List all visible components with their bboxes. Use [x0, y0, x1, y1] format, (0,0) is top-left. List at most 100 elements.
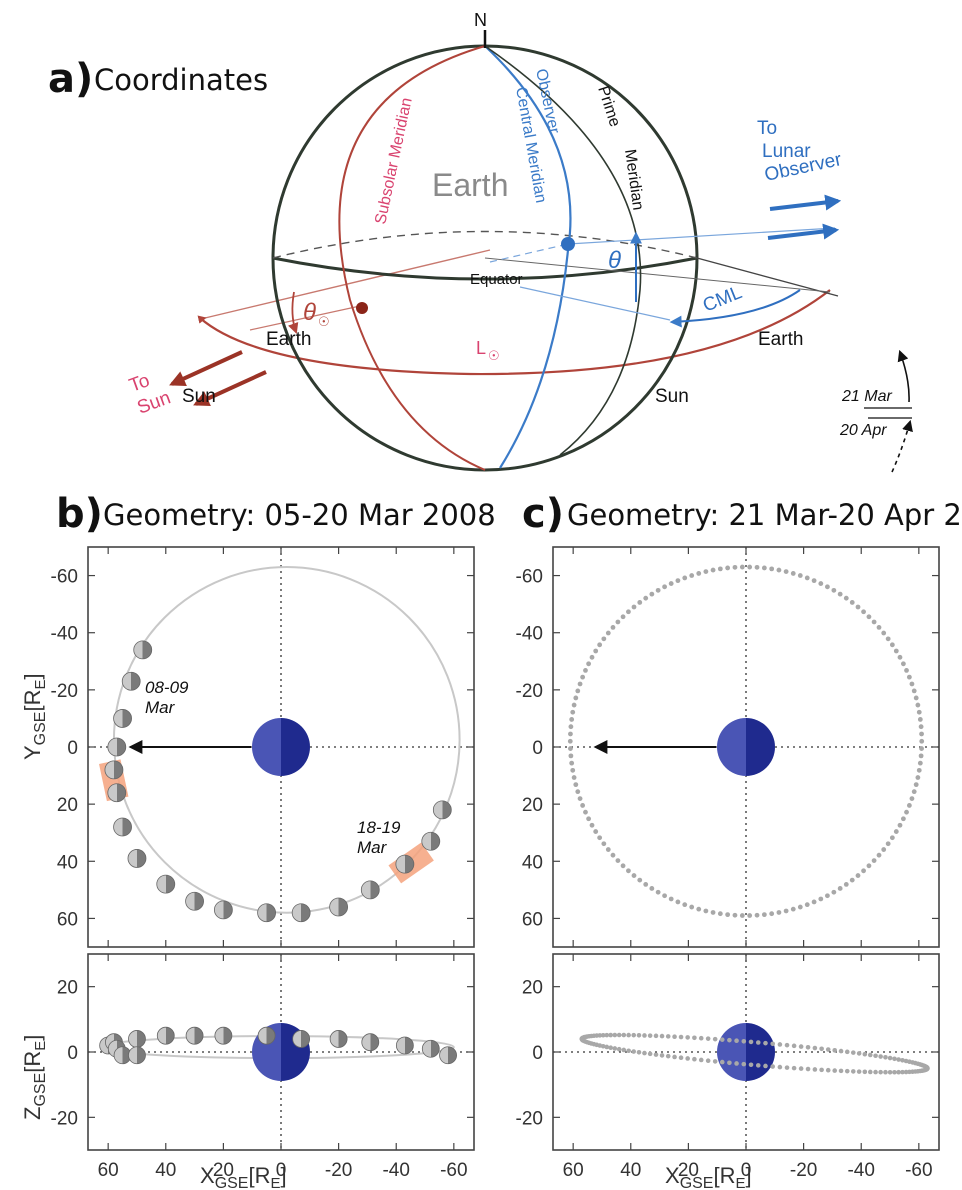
panel-c-orbit-edge-dot: [719, 1059, 725, 1065]
panel-c-orbit-dot: [615, 619, 621, 625]
moon-marker: [395, 1036, 414, 1055]
moon-marker: [214, 1026, 233, 1045]
panel-c-orbit-edge-dot: [832, 1068, 838, 1073]
z-unit-open: [R: [20, 1051, 45, 1073]
panel-c-orbit-dot: [825, 584, 830, 590]
x-unit-sub: E: [270, 1175, 280, 1190]
panel-c-orbit-dot: [725, 912, 731, 918]
moon-marker: [329, 1030, 348, 1048]
x-label-sub: GSE: [215, 1175, 249, 1190]
to-lunar-arrow-2: [767, 223, 840, 240]
panel-c-orbit-edge-dot: [612, 1046, 618, 1051]
panel-c-orbit-edge-dot: [647, 1051, 653, 1057]
panel-c-orbit-edge-dot: [600, 1032, 606, 1038]
equatorial-plane-line: [696, 257, 839, 297]
c-x-label-sub: GSE: [680, 1175, 714, 1190]
panel-c-orbit-dot: [900, 816, 906, 822]
panel-c-orbit-edge-dot: [791, 1065, 797, 1071]
prime-label-line2: Meridian: [621, 148, 646, 211]
panel-c-orbit-edge-dot: [626, 1032, 631, 1038]
panel-c-orbit-edge-dot: [763, 1040, 768, 1046]
panel-c-orbit-dot: [893, 648, 899, 654]
panel-c-orbit-edge-dot: [748, 1039, 754, 1045]
panel-c-top-plot: [553, 547, 939, 947]
moon-marker: [185, 891, 204, 911]
panel-c-orbit-edge-dot: [850, 1069, 856, 1074]
panel-c-orbit-dot: [570, 767, 576, 773]
z-tick-label: 20: [57, 978, 78, 999]
panel-b-y-label: YGSE[RE]: [20, 673, 49, 760]
theta-label: θ: [608, 247, 621, 274]
panel-c-orbit-dot: [643, 595, 649, 601]
panel-c-orbit-edge-dot: [896, 1069, 901, 1075]
panel-c-orbit-dot: [855, 604, 861, 610]
panel-c-orbit-dot: [717, 566, 723, 572]
panel-c-orbit-dot: [906, 674, 912, 680]
panel-c-ann-start: 21 Mar: [841, 388, 892, 405]
panel-c-orbit-edge-dot: [844, 1068, 850, 1074]
panel-c-orbit-edge-dot: [887, 1069, 893, 1075]
observer-direction-line: [567, 227, 836, 245]
y-unit-close: ]: [20, 673, 45, 679]
panel-c-orbit-edge-dot: [825, 1047, 831, 1052]
panel-c-orbit-dot: [783, 908, 789, 914]
x-tick-label: 0: [741, 1160, 752, 1181]
prime-axis-line: [484, 257, 831, 293]
panel-c-orbit-dot: [696, 906, 702, 912]
panel-c-orbit-dot: [876, 625, 882, 630]
panel-c-orbit-dot: [567, 738, 573, 744]
panel-c-earth: [717, 718, 775, 776]
moon-marker: [128, 1046, 146, 1065]
panel-c-orbit-dot: [597, 835, 603, 841]
moon-marker: [291, 903, 311, 923]
panel-b-earth: [252, 718, 310, 776]
x-tick-label: -60: [440, 1160, 467, 1181]
z-label-sub: GSE: [32, 1073, 49, 1107]
moon-marker: [185, 1026, 204, 1045]
x-tick-label: 40: [155, 1160, 176, 1181]
panel-c-orbit-dot: [909, 681, 915, 687]
panel-c-orbit-edge-dot: [873, 1069, 878, 1075]
panel-c-orbit-edge-dot: [608, 1045, 613, 1051]
panel-c-orbit-edge-dot: [734, 1061, 739, 1066]
panel-b-bottom-plot: [88, 954, 474, 1150]
panel-c-orbit-dot: [916, 767, 922, 773]
panel-c-orbit-dot: [586, 661, 592, 667]
y-tick-label: 20: [522, 795, 543, 816]
panel-c-orbit-dot: [696, 571, 702, 576]
y-tick-label: 40: [57, 852, 78, 873]
panel-c-orbit-edge-dot: [678, 1055, 684, 1061]
panel-c-orbit-edge-dot: [819, 1067, 824, 1073]
panel-c-orbit-dot: [790, 906, 796, 912]
to-sun-arrow-2: [193, 370, 267, 406]
panel-c-orbit-dot: [568, 731, 573, 737]
panel-c-orbit-dot: [568, 753, 574, 759]
panel-c-orbit-dot: [568, 746, 573, 751]
panel-c-orbit-dot: [904, 667, 909, 673]
panel-c-orbit-edge-dot: [883, 1069, 888, 1075]
panel-c-orbit-dot: [783, 569, 789, 575]
panel-c-orbit-dot: [797, 904, 803, 910]
panel-b-sun-label: Sun: [182, 386, 216, 407]
panel-c-orbit-edge-dot: [791, 1043, 797, 1049]
panel-c-orbit-dot: [917, 760, 923, 766]
z-tick-label: 0: [67, 1043, 78, 1064]
panel-c-orbit-edge-dot: [873, 1053, 878, 1059]
subsolar-meridian-label: Subsolar Meridian: [372, 96, 415, 226]
panel-c-orbit-edge-dot: [705, 1036, 711, 1041]
z-tick-label: 20: [522, 978, 543, 999]
equator-label: Equator: [470, 271, 523, 288]
panel-c-orbit-dot: [739, 913, 745, 918]
panel-c-orbit-edge-dot: [838, 1068, 844, 1074]
panel-c-sun-label: Sun: [655, 386, 689, 407]
sun-direction-line: [197, 249, 491, 324]
moon-marker: [395, 854, 415, 874]
panel-c-orbit-dot: [919, 731, 924, 737]
panel-c-orbit-edge-dot: [907, 1069, 912, 1075]
panel-c-orbit-edge-dot: [636, 1049, 642, 1055]
panel-c-orbit-edge-dot: [878, 1069, 883, 1075]
panel-c-orbit-edge-dot: [755, 1063, 761, 1068]
subsolar-meridian: [338, 45, 486, 471]
moon-marker: [128, 1030, 146, 1048]
panel-c-orbit-edge-dot: [798, 1044, 804, 1049]
